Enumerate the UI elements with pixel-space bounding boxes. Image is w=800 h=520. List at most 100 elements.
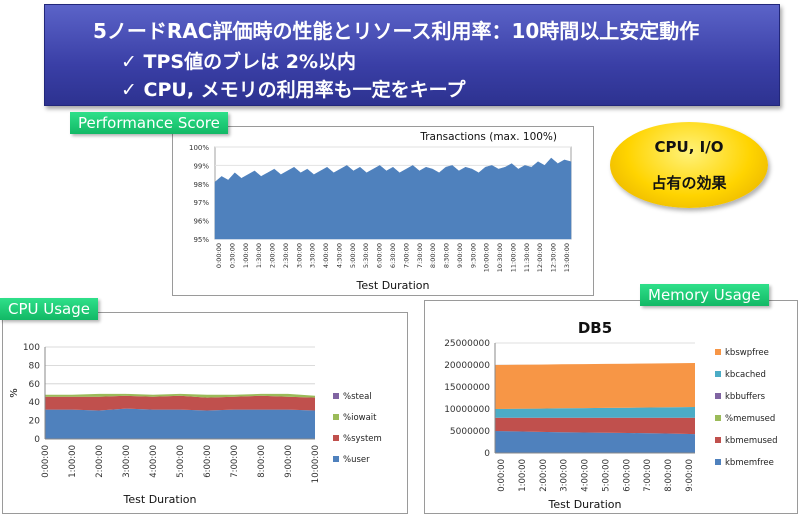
tps-x-tick-label: 9:30:00 <box>469 243 477 268</box>
tps-x-tick-label: 13:00:00 <box>563 243 571 272</box>
tps-x-tick-label: 4:30:00 <box>335 243 343 268</box>
mem-legend-swatch <box>715 437 721 443</box>
tps-y-tick-label: 99% <box>193 162 209 170</box>
cpu-y-tick-label: 40 <box>29 398 41 408</box>
cpu-y-tick-label: 100 <box>23 343 40 353</box>
mem-x-tick-label: 2:00:00 <box>539 459 549 492</box>
tps-chart-frame: 95% 96% 97% 98% 99% 100% 0:00:00 0:30:00 1:00:00… <box>172 126 594 296</box>
banner-title: 5ノードRAC評価時の性能とリソース利用率：10時間以上安定動作 <box>93 19 700 43</box>
mem-x-tick-label: 7:00:00 <box>643 459 653 492</box>
mem-series-kbmemfree <box>495 431 695 453</box>
cpu-y-tick-label: 0 <box>34 435 40 445</box>
tps-x-tick-label: 0:30:00 <box>228 243 236 268</box>
cpu-legend-label: %steal <box>343 392 372 402</box>
mem-x-tick-label: 9:00:00 <box>685 459 695 492</box>
mem-x-tick-label: 4:00:00 <box>581 459 591 492</box>
cpu-x-tick-label: 0:00:00 <box>41 445 51 478</box>
tps-y-tick-label: 98% <box>193 181 209 189</box>
tps-x-tick-label: 6:00:00 <box>376 243 384 268</box>
tps-x-tick-label: 9:00:00 <box>456 243 464 268</box>
tps-chart: 95% 96% 97% 98% 99% 100% 0:00:00 0:30:00 1:00:00… <box>189 131 572 292</box>
cpu-y-tick-label: 80 <box>29 361 41 371</box>
mem-x-axis-title: Test Duration <box>548 498 622 511</box>
tps-x-tick-label: 1:30:00 <box>255 243 263 268</box>
mem-y-tick-label: 5000000 <box>450 427 490 437</box>
mem-x-tick-label: 3:00:00 <box>560 459 570 492</box>
tps-x-tick-label: 7:30:00 <box>416 243 424 268</box>
mem-x-tick-label: 8:00:00 <box>664 459 674 492</box>
mem-legend-swatch <box>715 393 721 399</box>
tps-x-tick-label: 12:30:00 <box>550 243 558 272</box>
mem-series-kbswpfree <box>495 363 695 409</box>
tps-chart-title: Transactions (max. 100%) <box>419 131 557 143</box>
tps-x-tick-label: 3:00:00 <box>295 243 303 268</box>
mem-x-tick-label: 6:00:00 <box>622 459 632 492</box>
mem-legend-label: kbbuffers <box>725 392 766 402</box>
mem-series-kbcached <box>495 407 695 418</box>
mem-legend-label: kbswpfree <box>725 348 769 358</box>
tps-x-tick-label: 11:30:00 <box>523 243 531 272</box>
cpu-y-tick-label: 20 <box>29 417 41 427</box>
tps-x-tick-label: 3:30:00 <box>309 243 317 268</box>
tps-y-tick-label: 100% <box>189 144 209 152</box>
cpu-legend-label: %user <box>343 455 370 465</box>
mem-chart-title: DB5 <box>578 319 612 337</box>
cpu-x-axis-title: Test Duration <box>123 493 197 506</box>
cpu-x-tick-label: 2:00:00 <box>95 445 105 478</box>
mem-x-tick-label: 1:00:00 <box>518 459 528 492</box>
cpu-x-tick-label: 7:00:00 <box>230 445 240 478</box>
memory-chart: 0 5000000 10000000 15000000 20000000 25000000… <box>444 319 778 511</box>
mem-legend-label: kbmemfree <box>725 458 774 468</box>
cpu-series-pct-iowait <box>45 393 315 398</box>
tps-x-tick-label: 10:00:00 <box>483 243 491 272</box>
mem-legend-swatch <box>715 415 721 421</box>
cpu-x-tick-label: 10:00:00 <box>311 445 321 483</box>
mem-x-tick-label: 5:00:00 <box>601 459 611 492</box>
tps-y-tick-label: 97% <box>193 199 209 207</box>
mem-y-tick-label: 25000000 <box>444 339 490 349</box>
mem-x-tick-label: 0:00:00 <box>497 459 507 492</box>
tps-x-tick-label: 1:00:00 <box>242 243 250 268</box>
mem-y-tick-label: 0 <box>484 449 490 459</box>
tps-x-tick-label: 7:00:00 <box>402 243 410 268</box>
mem-y-tick-label: 20000000 <box>444 361 490 371</box>
callout-line-2: 占有の効果 <box>651 174 727 192</box>
cpu-usage-label: CPU Usage <box>0 298 99 320</box>
tps-x-tick-label: 5:00:00 <box>349 243 357 268</box>
cpu-y-tick-label: 60 <box>29 380 41 390</box>
cpu-y-axis-title: % <box>9 388 20 398</box>
tps-x-tick-label: 5:30:00 <box>362 243 370 268</box>
performance-score-label: Performance Score <box>70 112 228 134</box>
cpu-x-tick-label: 4:00:00 <box>149 445 159 478</box>
mem-legend-swatch <box>715 349 721 355</box>
mem-legend-swatch <box>715 459 721 465</box>
mem-legend-label: %memused <box>725 414 775 424</box>
tps-x-tick-label: 4:00:00 <box>322 243 330 268</box>
cpu-x-tick-label: 9:00:00 <box>284 445 294 478</box>
mem-y-tick-label: 10000000 <box>444 405 490 415</box>
cpu-legend-label: %iowait <box>343 413 377 423</box>
tps-x-tick-label: 2:30:00 <box>282 243 290 268</box>
callout-line-1: CPU, I/O <box>654 138 724 156</box>
banner-bullet-cpu-memory: ✓ CPU, メモリの利用率も一定をキープ <box>121 79 466 101</box>
cpu-legend-swatch <box>333 435 339 441</box>
banner-bullet-tps: ✓ TPS値のブレは 2%以内 <box>121 51 356 73</box>
mem-series-kbmemused <box>495 417 695 435</box>
cpu-chart: 0 20 40 60 80 100 0:00:00 1:00:00 2:00:00 3:00:00… <box>9 343 382 506</box>
cpu-x-tick-label: 5:00:00 <box>176 445 186 478</box>
cpu-series-pct-user <box>45 408 315 439</box>
tps-x-tick-label: 6:30:00 <box>389 243 397 268</box>
tps-x-tick-label: 2:00:00 <box>269 243 277 268</box>
mem-legend-label: kbmemused <box>725 436 778 446</box>
mem-y-tick-label: 15000000 <box>444 383 490 393</box>
tps-x-tick-label: 12:00:00 <box>536 243 544 272</box>
memory-chart-frame: 0 5000000 10000000 15000000 20000000 25000000… <box>424 300 798 514</box>
cpu-series-pct-system <box>45 395 315 411</box>
tps-x-tick-label: 10:30:00 <box>496 243 504 272</box>
cpu-chart-frame: 0 20 40 60 80 100 0:00:00 1:00:00 2:00:00 3:00:00… <box>2 312 408 514</box>
cpu-io-callout: CPU, I/O 占有の効果 <box>610 122 768 208</box>
cpu-legend-swatch <box>333 456 339 462</box>
tps-x-tick-label: 11:00:00 <box>509 243 517 272</box>
tps-x-tick-label: 0:00:00 <box>215 243 223 268</box>
cpu-x-tick-label: 1:00:00 <box>68 445 78 478</box>
